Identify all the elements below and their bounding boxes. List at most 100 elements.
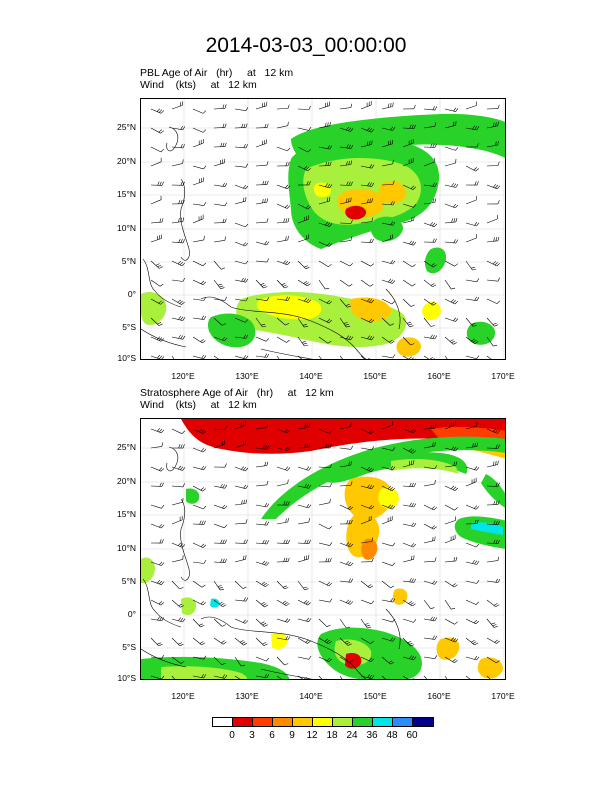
wind-barb-flag xyxy=(222,641,227,645)
wind-barb-flag xyxy=(266,461,269,466)
wind-barb xyxy=(339,164,351,167)
wind-barb-flag xyxy=(450,299,455,303)
wind-barb xyxy=(423,317,432,327)
wind-barb xyxy=(276,336,287,343)
wind-barb-flag xyxy=(371,198,373,203)
wind-barb xyxy=(297,504,309,509)
wind-barb-flag xyxy=(222,142,225,147)
wind-barb-flag xyxy=(453,239,456,244)
wind-barb-flag xyxy=(476,278,480,282)
wind-barb-flag xyxy=(434,223,438,228)
wind-barb xyxy=(444,637,456,643)
wind-barb-flag xyxy=(371,217,374,222)
wind-barb-flag xyxy=(494,678,496,679)
wind-barb-flag xyxy=(452,300,457,304)
wind-barb-flag xyxy=(159,616,162,621)
wind-barb-flag xyxy=(434,617,438,622)
wind-barb xyxy=(276,675,282,679)
wind-barb xyxy=(465,317,474,327)
panel2-lat-label: 25°N xyxy=(117,442,136,452)
wind-barb-flag xyxy=(263,286,268,289)
wind-barb-flag xyxy=(350,481,353,486)
wind-barb-flag xyxy=(328,263,332,267)
wind-barb xyxy=(276,298,288,301)
wind-barb-flag xyxy=(453,218,456,223)
wind-barb xyxy=(444,618,455,625)
wind-barb-flag xyxy=(179,543,184,547)
wind-barb xyxy=(171,317,183,321)
wind-barb-flag xyxy=(369,182,372,187)
wind-barb xyxy=(150,161,162,167)
wind-barb xyxy=(192,279,204,285)
wind-barb-flag xyxy=(391,506,396,510)
wind-barb xyxy=(318,317,330,324)
wind-barb-flag xyxy=(302,324,307,326)
wind-barb xyxy=(255,599,265,608)
wind-barb-flag xyxy=(454,301,459,305)
wind-barb xyxy=(423,126,435,129)
wind-barb-flag xyxy=(245,223,249,228)
wind-barb-flag xyxy=(178,444,181,449)
wind-barb-flag xyxy=(284,260,289,265)
colorbar-label: 48 xyxy=(386,730,398,741)
wind-barb-flag xyxy=(200,339,204,343)
wind-barb xyxy=(381,637,393,642)
pbl-age-map-graphic xyxy=(141,99,505,359)
wind-barb-flag xyxy=(452,638,457,642)
wind-barb-flag xyxy=(451,287,456,290)
wind-barb-flag xyxy=(178,218,180,223)
wind-barb xyxy=(192,428,204,434)
wind-barb-flag xyxy=(328,301,333,305)
wind-barb-flag xyxy=(495,184,499,189)
wind-barb xyxy=(486,125,498,129)
wind-barb-flag xyxy=(388,103,390,108)
wind-barb xyxy=(486,580,498,583)
wind-barb xyxy=(213,279,221,289)
wind-barb-flag xyxy=(222,123,225,128)
wind-barb xyxy=(444,146,456,151)
wind-barb-flag xyxy=(432,302,437,306)
wind-barb-flag xyxy=(178,199,181,204)
wind-barb-flag xyxy=(497,444,500,449)
wind-barb xyxy=(192,108,204,114)
wind-barb-flag xyxy=(475,601,480,605)
wind-barb-flag xyxy=(263,624,268,627)
wind-barb xyxy=(297,485,309,489)
colorbar-swatch xyxy=(313,718,333,726)
wind-barb-flag xyxy=(240,466,245,470)
stratosphere-age-map xyxy=(140,418,506,680)
wind-barb xyxy=(192,142,204,148)
wind-barb-flag xyxy=(266,503,270,508)
wind-barb-flag xyxy=(413,656,417,661)
wind-barb-flag xyxy=(371,182,375,187)
wind-barb xyxy=(423,656,435,659)
wind-barb-flag xyxy=(455,108,459,112)
wind-barb-flag xyxy=(287,121,289,126)
wind-barb xyxy=(444,504,455,511)
wind-barb xyxy=(297,637,308,644)
wind-barb-flag xyxy=(329,498,331,503)
wind-barb-flag xyxy=(474,296,477,301)
wind-barb-flag xyxy=(158,323,163,326)
wind-barb-flag xyxy=(202,430,207,434)
wind-barb xyxy=(444,447,456,452)
wind-barb xyxy=(339,240,351,243)
wind-barb-flag xyxy=(369,674,373,679)
wind-barb xyxy=(444,465,456,468)
wind-barb-flag xyxy=(307,167,312,172)
wind-barb-flag xyxy=(177,299,181,303)
wind-barb-flag xyxy=(221,504,226,509)
wind-barb-flag xyxy=(181,301,185,305)
wind-barb-flag xyxy=(306,617,310,622)
wind-barb-flag xyxy=(303,586,308,589)
wind-barb-flag xyxy=(201,584,206,588)
wind-barb-flag xyxy=(203,655,207,660)
wind-barb-flag xyxy=(161,482,164,487)
wind-barb xyxy=(192,203,204,206)
wind-barb-flag xyxy=(241,664,246,667)
wind-barb-flag xyxy=(430,143,433,148)
wind-barb-flag xyxy=(159,561,163,566)
wind-barb xyxy=(402,428,414,434)
wind-barb-flag xyxy=(371,446,375,451)
wind-barb-flag xyxy=(264,198,266,203)
